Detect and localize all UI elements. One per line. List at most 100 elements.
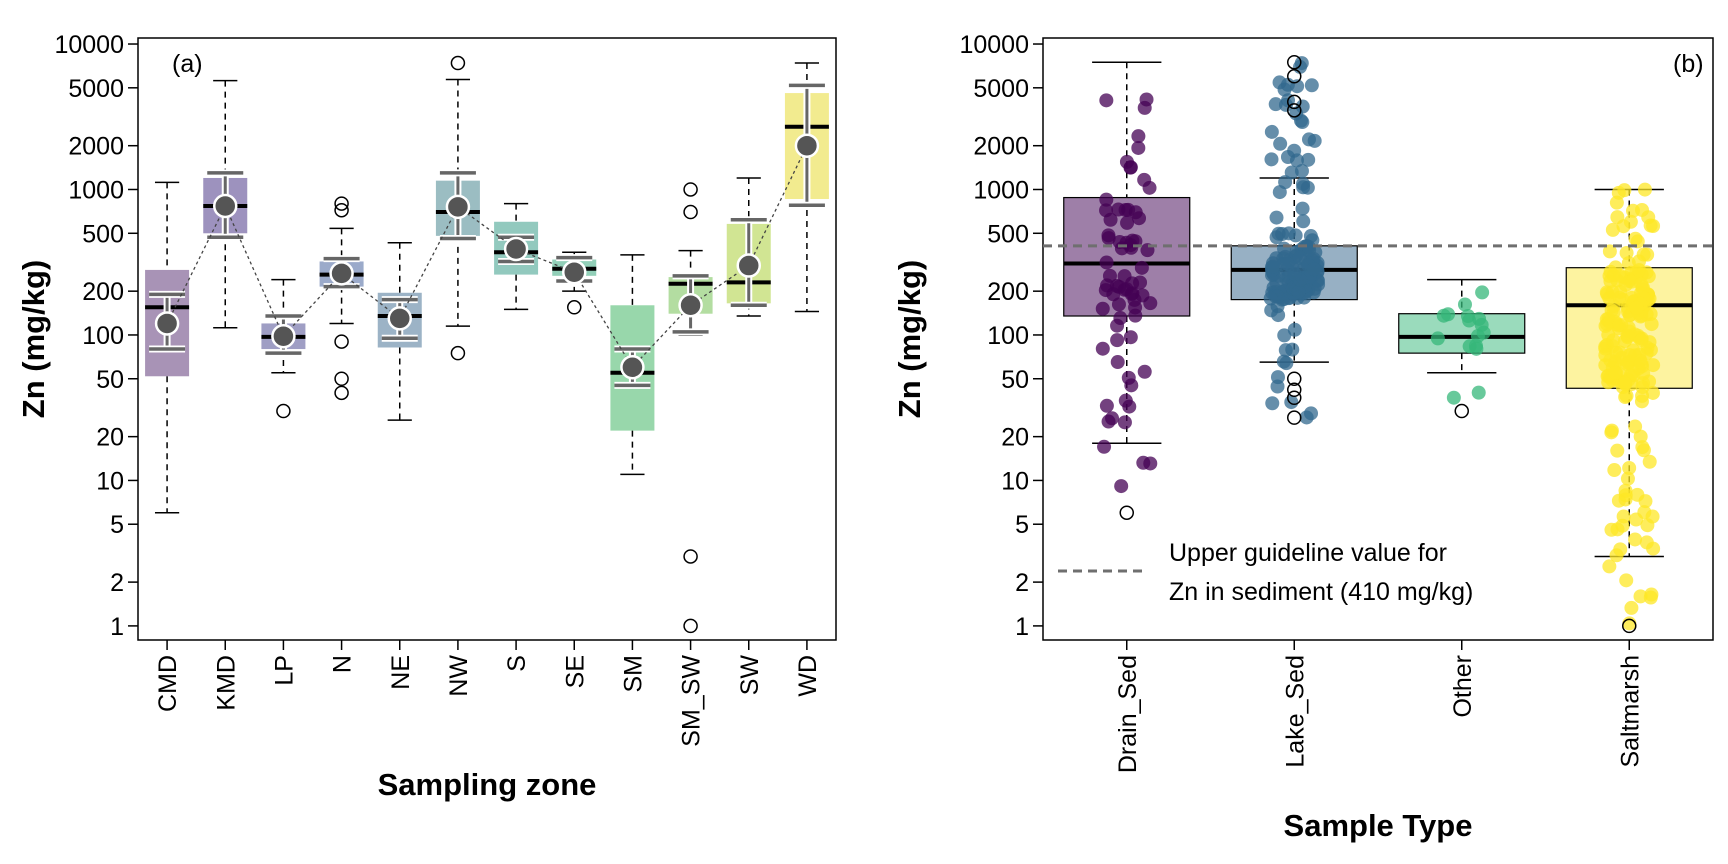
data-point: [1645, 385, 1660, 400]
data-point: [1610, 210, 1625, 225]
data-point: [1300, 180, 1315, 195]
data-point: [1120, 215, 1135, 230]
outlier-point: [683, 618, 698, 634]
data-point: [1123, 238, 1138, 253]
legend-label-line-2: Zn in sediment (410 mg/kg): [1169, 578, 1473, 606]
x-tick-label-lake-sed: Lake_Sed: [1281, 655, 1309, 768]
data-point: [1279, 356, 1294, 371]
outlier-point: [1287, 94, 1302, 110]
data-point: [1299, 410, 1314, 425]
data-point: [1640, 247, 1655, 262]
data-point: [1295, 115, 1310, 130]
x-tick-label-ne: NE: [387, 655, 415, 690]
mean-point: [445, 194, 471, 220]
x-tick-label-lp: LP: [270, 655, 298, 686]
data-point: [1264, 152, 1279, 167]
data-point: [1642, 454, 1657, 469]
mean-point: [213, 193, 238, 219]
data-point: [1122, 399, 1137, 414]
x-tick-label-se: SE: [561, 655, 589, 688]
outlier-point: [1287, 390, 1302, 406]
y-tick-label: 5000: [68, 75, 124, 103]
data-point: [1301, 239, 1316, 254]
data-point: [1620, 328, 1635, 343]
data-point: [1101, 231, 1116, 246]
outlier-point: [567, 300, 582, 315]
legend-label-line-1: Upper guideline value for: [1169, 539, 1447, 567]
data-point: [1123, 160, 1138, 175]
data-point: [1441, 307, 1456, 322]
y-tick-label: 50: [1001, 366, 1029, 394]
data-point: [1304, 78, 1319, 93]
y-tick-label: 20: [1001, 424, 1029, 452]
y-tick-label: 5: [1015, 511, 1029, 539]
data-point: [1131, 140, 1146, 155]
data-point: [1629, 300, 1644, 315]
y-tick-label: 500: [82, 220, 124, 248]
x-tick-label-sm: SM: [619, 655, 647, 693]
panel-b: 1 2 5 10 20 50 100 200 500 1000 2000 5000 10000 Drain…: [892, 31, 1714, 843]
data-point: [1099, 93, 1114, 108]
data-point: [1101, 414, 1116, 429]
outlier-point: [276, 403, 291, 419]
data-point: [1294, 163, 1309, 178]
data-point: [1634, 277, 1649, 292]
data-point: [1296, 214, 1311, 229]
data-point: [1613, 268, 1628, 283]
data-point: [1605, 222, 1620, 237]
data-point: [1280, 77, 1295, 92]
outlier-point: [1287, 410, 1302, 425]
data-point: [1100, 278, 1115, 293]
box-iqr: [1398, 313, 1526, 354]
data-point: [1604, 522, 1619, 537]
data-point: [1265, 259, 1280, 274]
data-point: [1137, 364, 1152, 379]
data-point: [1476, 325, 1491, 340]
y-tick-label: 100: [82, 322, 124, 350]
y-tick-label: 1: [110, 613, 124, 641]
data-point: [1602, 244, 1617, 259]
data-point: [1607, 463, 1622, 478]
data-point: [1099, 255, 1114, 270]
data-point: [1608, 365, 1623, 380]
panel-a-x-axis-title: Sampling zone: [378, 767, 597, 802]
data-point: [1643, 306, 1658, 321]
data-point: [1143, 456, 1158, 471]
data-point: [1113, 311, 1128, 326]
panel-b-x-axis-title: Sample Type: [1284, 808, 1473, 843]
panel-b-label: (b): [1673, 50, 1704, 78]
data-point: [1125, 276, 1140, 291]
panel-a-frame: [137, 37, 837, 641]
y-tick-label: 10: [96, 467, 124, 495]
data-point: [1289, 153, 1304, 168]
data-point: [1278, 343, 1293, 358]
y-tick-label: 200: [987, 278, 1029, 306]
x-tick-label-kmd: KMD: [212, 655, 240, 711]
data-point: [1617, 183, 1632, 198]
data-point: [1626, 343, 1641, 358]
outlier-point: [683, 204, 698, 220]
data-point: [1613, 542, 1628, 557]
box-other: [1398, 278, 1526, 419]
box-wd: [784, 62, 829, 313]
x-tick-label-n: N: [329, 655, 357, 673]
x-tick-label-s: S: [503, 655, 531, 672]
data-point: [1110, 333, 1125, 348]
y-tick-label: 1000: [68, 176, 124, 204]
data-point: [1622, 616, 1637, 631]
data-point: [1097, 439, 1112, 454]
x-tick-label-drain-sed: Drain_Sed: [1114, 655, 1142, 773]
x-tick-label-nw: NW: [445, 655, 473, 697]
data-point: [1457, 297, 1472, 312]
data-point: [1619, 573, 1634, 588]
data-point: [1646, 358, 1661, 373]
data-point: [1131, 129, 1146, 144]
data-point: [1625, 365, 1640, 380]
outlier-point: [1454, 403, 1469, 419]
box-lake-sed: [1230, 54, 1358, 425]
data-point: [1099, 398, 1114, 413]
data-point: [1264, 124, 1279, 139]
data-point: [1624, 600, 1639, 615]
data-point: [1430, 331, 1445, 346]
data-point: [1606, 305, 1621, 320]
